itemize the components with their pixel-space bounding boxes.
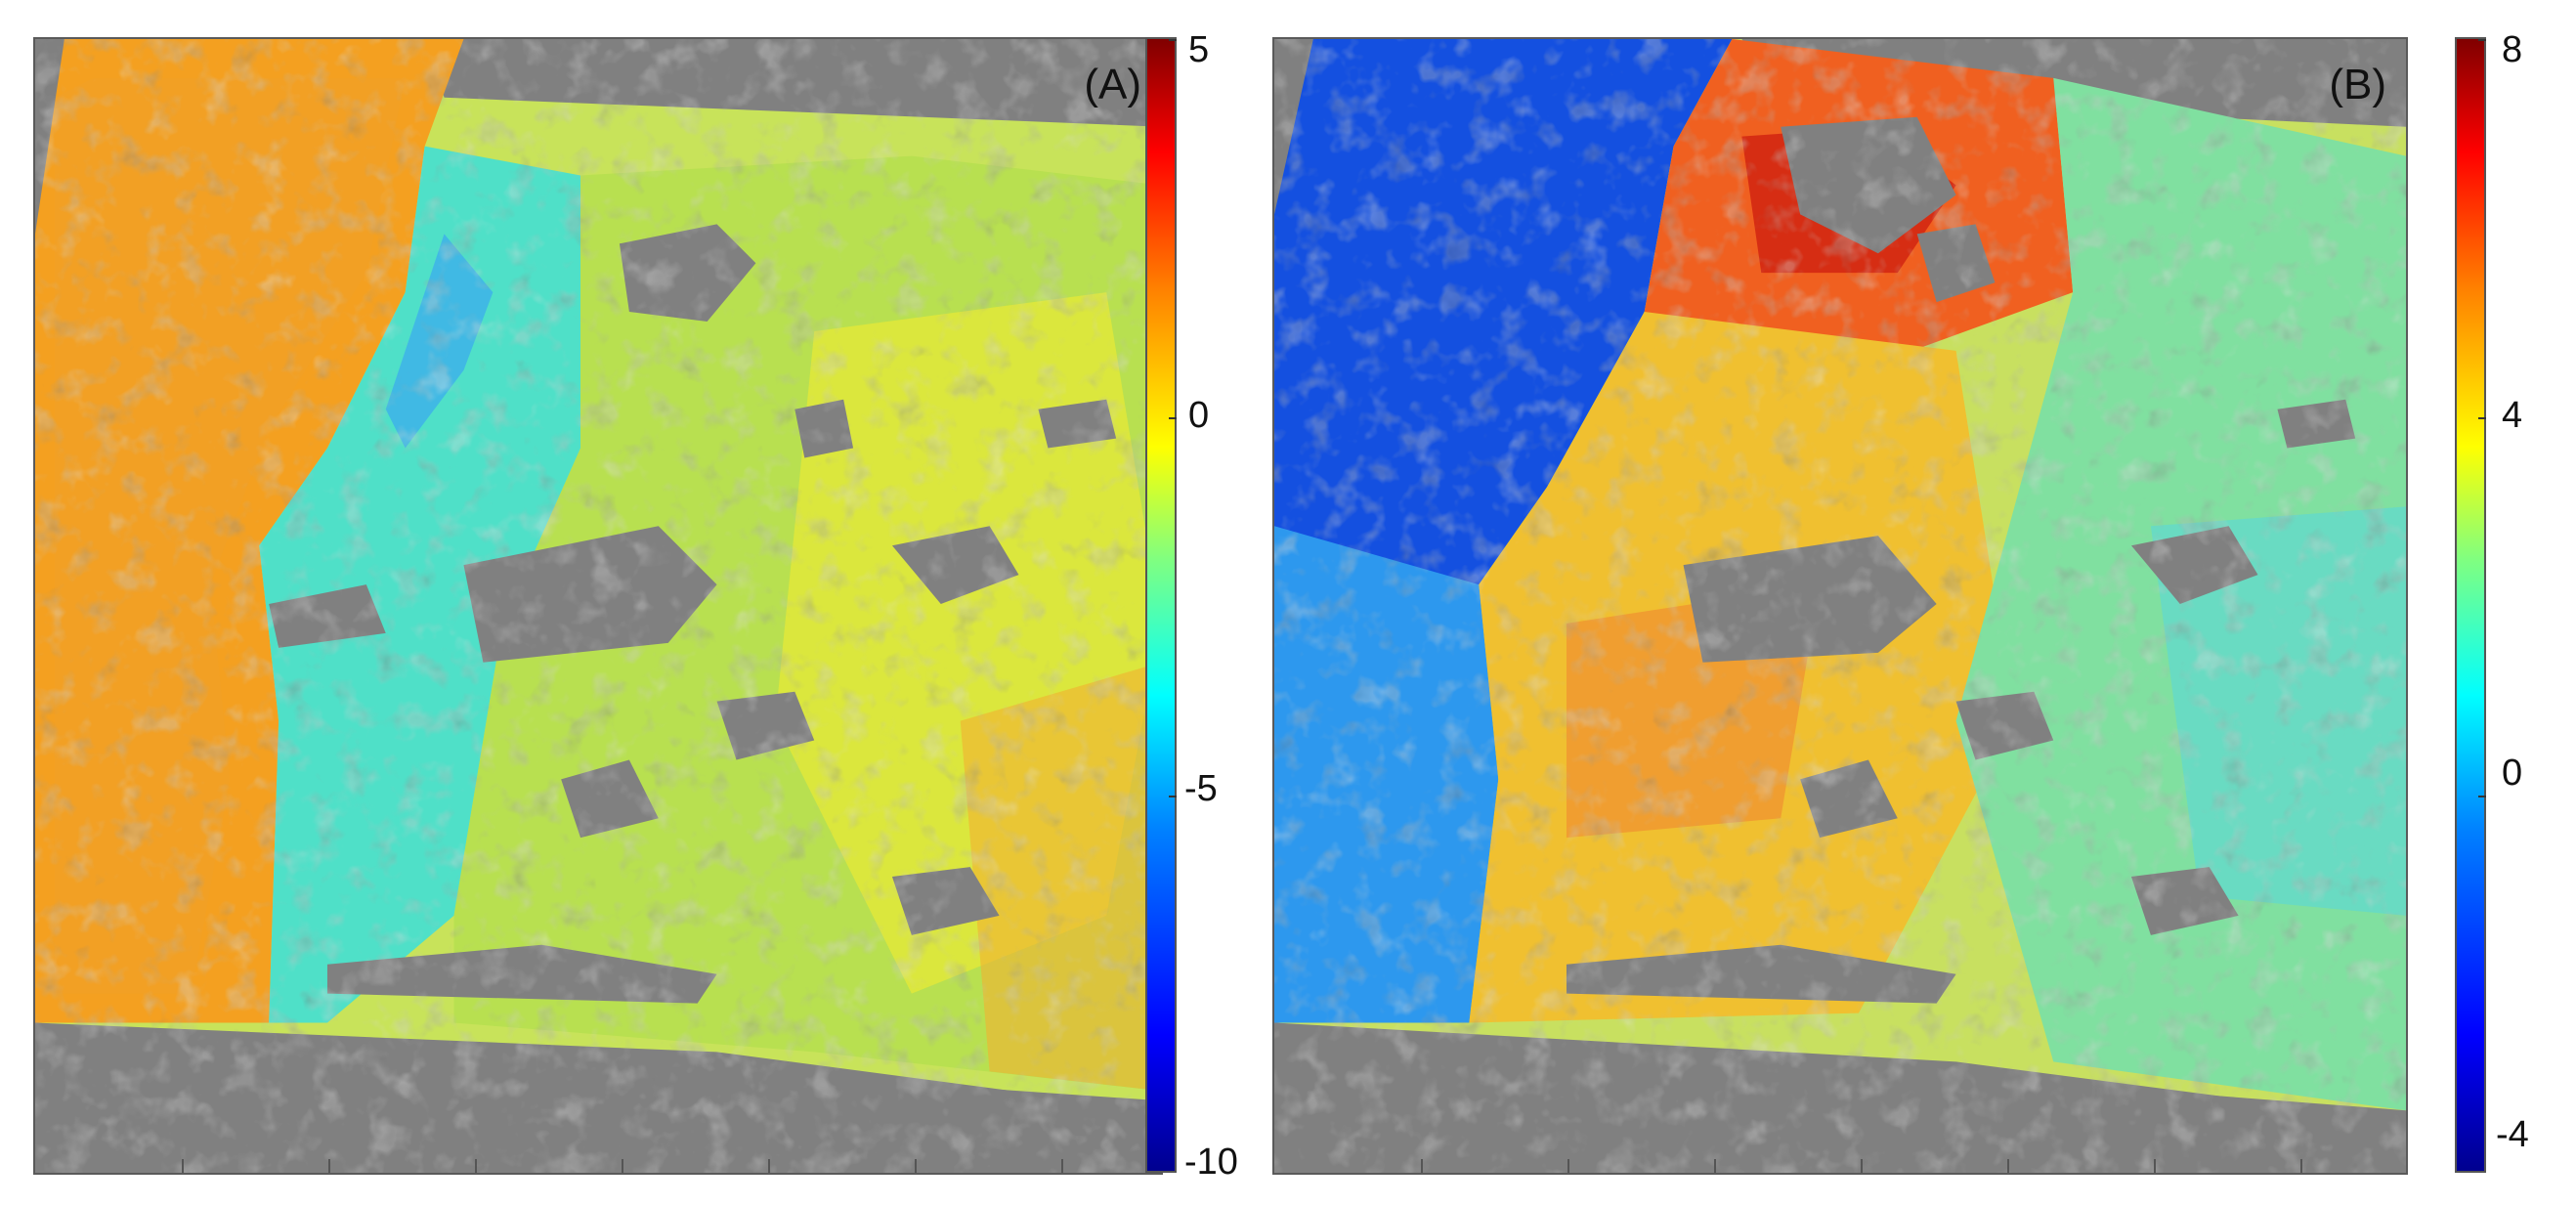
x-tick: [1567, 1159, 1569, 1173]
map-a-image: [35, 39, 1161, 1173]
colorbar-b-label-max: 8: [2502, 29, 2523, 70]
map-panel-a: (A): [33, 37, 1163, 1175]
x-tick: [915, 1159, 917, 1173]
x-tick: [1714, 1159, 1716, 1173]
x-tick: [2154, 1159, 2156, 1173]
panel-label-a: (A): [1084, 61, 1141, 108]
colorbar-b-label-min: -4: [2496, 1114, 2529, 1155]
colorbar-tick: [1169, 417, 1177, 419]
x-tick: [2007, 1159, 2009, 1173]
x-tick: [2300, 1159, 2302, 1173]
x-tick: [1421, 1159, 1423, 1173]
map-panel-b: (B): [1272, 37, 2408, 1175]
colorbar-tick: [2478, 417, 2486, 419]
x-tick: [182, 1159, 184, 1173]
colorbar-tick: [2478, 39, 2486, 41]
colorbar-tick: [2478, 796, 2486, 797]
map-b-image: [1274, 39, 2406, 1173]
panel-label-b: (B): [2329, 61, 2386, 108]
x-tick: [1861, 1159, 1863, 1173]
colorbar-tick: [1169, 796, 1177, 797]
x-tick: [622, 1159, 623, 1173]
colorbar-a-label-max: 5: [1188, 29, 1210, 70]
colorbar-b-gradient: [2457, 39, 2484, 1171]
colorbar-b-label-zero: 0: [2502, 753, 2523, 794]
x-tick: [768, 1159, 770, 1173]
colorbar-b-label-high: 4: [2502, 395, 2523, 436]
colorbar-a-label-min: -10: [1184, 1141, 1238, 1183]
x-tick: [328, 1159, 330, 1173]
colorbar-a-label-zero: 0: [1188, 395, 1210, 436]
x-tick: [1061, 1159, 1063, 1173]
colorbar-a-label-mid: -5: [1184, 768, 1218, 809]
colorbar-b: [2455, 37, 2486, 1173]
x-tick: [475, 1159, 477, 1173]
colorbar-a: [1145, 37, 1177, 1173]
colorbar-a-gradient: [1147, 39, 1175, 1171]
colorbar-tick: [1169, 39, 1177, 41]
